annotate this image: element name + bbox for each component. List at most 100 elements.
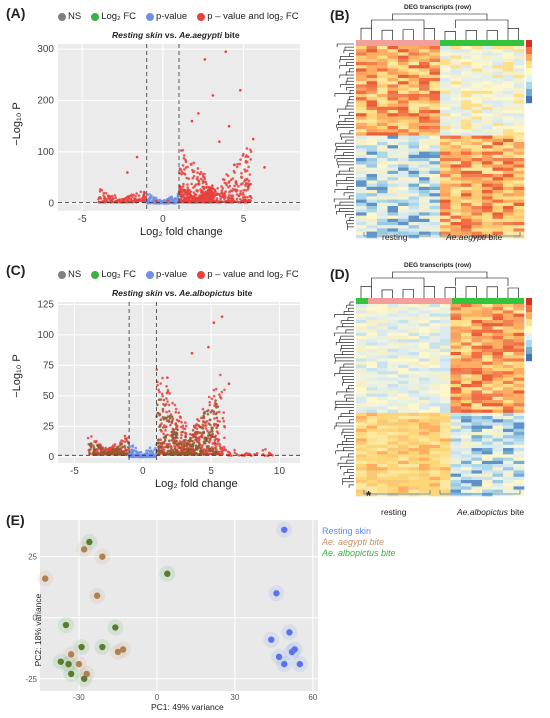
heatmap-cell [366,320,378,324]
heatmap-cell [482,225,493,229]
point-c [204,427,208,430]
heatmap-cell [482,97,493,101]
color-scale-step [526,305,532,313]
point-c [210,397,214,400]
heatmap-cell [461,464,472,468]
group-label-b-resting: resting [382,232,408,242]
heatmap-cell [429,231,441,236]
heatmap-cell [513,364,525,369]
heatmap-cell [377,97,388,101]
heatmap-cell [377,164,388,168]
heatmap-cell [461,186,472,191]
col-dendrogram-branch [392,271,488,278]
heatmap-cell [398,212,409,216]
heatmap-cell [366,432,378,436]
heatmap-cell [471,180,483,184]
heatmap-cell [366,336,378,340]
heatmap-cell [419,78,430,82]
heatmap-cell [503,94,514,98]
heatmap-cell [492,310,504,314]
heatmap-cell [377,320,388,324]
heatmap-cell [513,196,525,200]
x-tick-label-c: 5 [208,466,214,477]
color-scale-step [526,96,532,104]
heatmap-cell [503,492,514,497]
heatmap-cell [461,467,472,471]
point-c [216,423,220,427]
heatmap-cell [366,444,378,449]
heatmap-cell [408,234,420,239]
heatmap-cell [377,476,388,481]
point-a [233,171,236,174]
heatmap-cell [429,323,441,327]
heatmap-cell [513,384,525,388]
heatmap-cell [492,412,504,417]
heatmap-cell [408,196,420,200]
heatmap-cell [408,228,420,232]
heatmap-cell [450,377,462,382]
heatmap-cell [356,358,367,362]
heatmap-cell [482,409,493,414]
heatmap-cell [482,231,493,236]
point-a [227,180,231,183]
heatmap-cell [408,406,420,410]
point-c [168,409,171,413]
heatmap-cell [482,336,493,340]
heatmap-cell [492,304,504,308]
heatmap-cell [398,164,409,168]
heatmap-cell [398,473,409,478]
heatmap-cell [503,52,514,56]
heatmap-cell [356,62,367,66]
heatmap-cell [440,154,451,159]
heatmap-cell [482,464,493,468]
heatmap-cell [471,483,483,487]
point-a [218,140,221,143]
point-a [202,191,205,195]
point-c [161,376,164,380]
heatmap-cell [482,483,493,487]
point-resting [281,660,288,668]
point-a [115,199,118,203]
heatmap-cell [461,65,472,69]
heatmap-cell [461,193,472,197]
heatmap-cell [440,71,451,76]
point-c [156,403,159,407]
heatmap-cell [408,225,420,229]
point-resting [286,629,293,636]
heatmap-cell [377,435,388,439]
point-a [148,196,152,200]
heatmap-cell [492,154,504,159]
heatmap-cell [513,81,525,85]
heatmap-cell [461,142,472,146]
heatmap-cell [450,355,462,359]
heatmap-cell [408,151,420,156]
heatmap-cell [492,419,504,423]
heatmap-cell [387,409,399,414]
heatmap-cell [471,193,483,197]
heatmap-cell [398,161,409,165]
point-c [201,427,205,430]
heatmap-cell [440,476,451,481]
heatmap-cell [366,460,378,465]
heatmap-cell [387,435,399,439]
heatmap-cell [471,116,483,120]
heatmap-cell [450,310,462,314]
heatmap-cell [471,419,483,423]
heatmap-cell [471,422,483,426]
heatmap-cell [503,364,514,369]
point-a [202,194,206,197]
heatmap-cell [356,457,367,462]
heatmap-cell [366,49,378,53]
heatmap-cell [408,371,420,375]
heatmap-cell [398,174,409,178]
point-c [154,451,158,455]
heatmap-cell [419,180,430,184]
heatmap-cell [408,332,420,337]
heatmap-cell [513,329,525,334]
heatmap-cell [450,113,462,117]
heatmap-cell [440,316,451,321]
heatmap-cell [387,142,399,146]
heatmap-cell [366,193,378,197]
heatmap-cell [482,476,493,481]
heatmap-cell [408,161,420,165]
